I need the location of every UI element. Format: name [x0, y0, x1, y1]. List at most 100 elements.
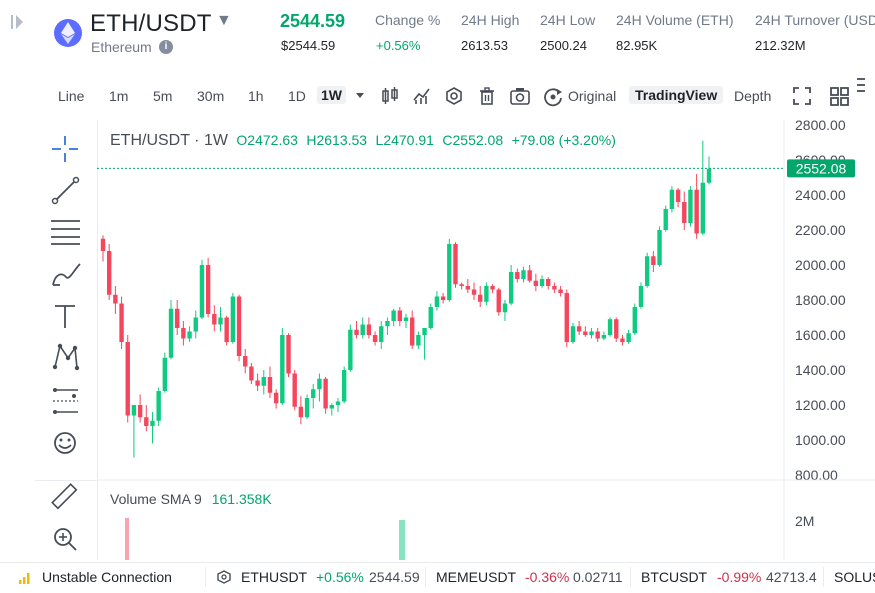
camera-icon[interactable] — [509, 86, 531, 111]
ticker-settings-icon[interactable] — [217, 570, 231, 589]
candle-body — [638, 286, 644, 307]
last-price: 2544.59 — [280, 11, 346, 31]
interval-1m[interactable]: 1m — [109, 88, 129, 104]
candlestick-chart[interactable]: 2800.002600.002400.002200.002000.001800.… — [97, 117, 875, 560]
candle-body — [156, 391, 161, 421]
candle-body — [286, 335, 291, 374]
candle-body — [546, 279, 551, 286]
candle-body — [385, 321, 390, 327]
candle-body — [391, 310, 396, 321]
interval-1d[interactable]: 1D — [288, 88, 306, 104]
ticker-symbol[interactable]: ETHUSDT — [241, 569, 308, 585]
volume-bar — [399, 520, 405, 560]
candle-body — [100, 238, 106, 251]
collapse-panel-icon[interactable] — [10, 12, 24, 32]
candle-body — [484, 286, 489, 302]
interval-line[interactable]: Line — [58, 88, 85, 104]
horizontal-lines-icon[interactable] — [50, 217, 82, 252]
candle-body — [459, 284, 464, 286]
candle-body — [249, 366, 254, 381]
emoji-icon[interactable] — [50, 428, 80, 463]
ethereum-logo-icon — [54, 19, 82, 47]
crosshair-icon[interactable] — [50, 134, 80, 169]
candle-body — [137, 405, 143, 418]
ticker-symbol-truncated[interactable]: SOLUS — [834, 569, 875, 585]
stat-value-high: 2613.53 — [461, 38, 508, 53]
candle-body — [131, 405, 137, 416]
volume-axis-label: 2M — [795, 513, 814, 529]
view-tradingview[interactable]: TradingView — [629, 86, 724, 104]
zoom-in-icon[interactable] — [50, 524, 80, 559]
interval-30m[interactable]: 30m — [197, 88, 225, 104]
candle-body — [564, 293, 569, 342]
candle-type-icon[interactable] — [380, 86, 400, 111]
view-depth[interactable]: Depth — [734, 88, 772, 104]
brush-icon[interactable] — [50, 260, 82, 295]
candle-body — [187, 331, 192, 339]
candle-body — [657, 230, 662, 265]
y-axis-tick-label: 1000.00 — [795, 432, 846, 448]
settings-icon[interactable] — [444, 86, 464, 111]
ticker-symbol[interactable]: BTCUSDT — [641, 569, 708, 585]
interval-1h[interactable]: 1h — [248, 88, 264, 104]
candle-body — [267, 377, 273, 393]
replay-icon[interactable] — [542, 86, 564, 113]
volume-label: Volume SMA 9 — [110, 491, 202, 507]
y-axis-tick-label: 1200.00 — [795, 397, 846, 413]
interval-5m[interactable]: 5m — [153, 88, 173, 104]
ruler-icon[interactable] — [50, 482, 80, 517]
candle-body — [230, 296, 236, 342]
candle-body — [175, 308, 180, 328]
candle-body — [595, 331, 600, 339]
indicators-icon[interactable] — [412, 86, 432, 111]
market-header: ETH/USDT ▼ Ethereum i 2544.59 $2544.59 C… — [0, 0, 875, 70]
ticker-price: 42713.4 — [766, 569, 817, 585]
legend-high: H2613.53 — [306, 132, 368, 148]
candle-body — [607, 319, 613, 335]
current-price-label: 2552.08 — [796, 160, 847, 176]
y-axis-tick-label: 1600.00 — [795, 327, 846, 343]
legend-open: O2472.63 — [236, 132, 298, 148]
price-chart[interactable]: 2800.002600.002400.002200.002000.001800.… — [97, 117, 875, 560]
candle-body — [533, 280, 539, 286]
y-axis-tick-label: 2400.00 — [795, 187, 846, 203]
pair-dropdown-icon[interactable]: ▼ — [216, 12, 232, 29]
candle-body — [644, 256, 650, 286]
candle-body — [620, 338, 625, 342]
stat-label-turnover: 24H Turnover (USDT) — [755, 12, 875, 28]
interval-dropdown-icon[interactable] — [354, 88, 366, 106]
stat-value-volume: 82.95K — [616, 38, 658, 53]
candle-body — [181, 328, 186, 339]
candle-body — [478, 294, 483, 302]
candle-body — [255, 380, 260, 386]
info-icon[interactable]: i — [159, 40, 173, 54]
stat-label-high: 24H High — [461, 12, 520, 28]
candle-body — [243, 356, 248, 367]
delete-icon[interactable] — [477, 86, 497, 111]
stat-value-turnover: 212.32M — [755, 38, 806, 53]
candle-body — [552, 286, 557, 290]
menu-icon[interactable] — [855, 77, 867, 100]
connection-status: Unstable Connection — [42, 569, 172, 585]
layout-grid-icon[interactable] — [829, 86, 851, 113]
ticker-symbol[interactable]: MEMEUSDT — [436, 569, 517, 585]
text-icon[interactable] — [50, 302, 80, 337]
drawing-toolbar — [35, 120, 98, 560]
interval-1w[interactable]: 1W — [317, 86, 346, 104]
pair-title[interactable]: ETH/USDT — [90, 10, 212, 37]
candle-body — [700, 182, 706, 234]
fullscreen-icon[interactable] — [792, 86, 812, 111]
trend-line-icon[interactable] — [50, 175, 80, 210]
candle-body — [428, 307, 433, 328]
ticker-change: -0.36% — [525, 569, 570, 585]
stat-value-low: 2500.24 — [540, 38, 587, 53]
candle-body — [409, 317, 415, 346]
pattern-icon[interactable] — [50, 342, 80, 377]
forecast-icon[interactable] — [50, 386, 80, 421]
candle-body — [261, 377, 266, 386]
view-original[interactable]: Original — [568, 88, 617, 104]
candle-body — [626, 333, 631, 342]
candle-body — [632, 307, 637, 334]
candle-body — [341, 370, 347, 402]
candle-body — [360, 324, 365, 335]
